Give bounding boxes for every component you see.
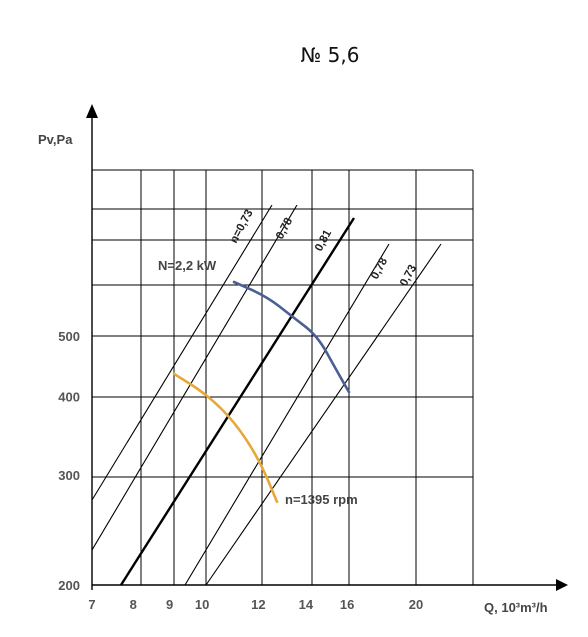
efficiency-line xyxy=(92,205,273,501)
efficiency-line xyxy=(205,243,442,586)
x-tick-label: 16 xyxy=(340,597,354,612)
speed-curve xyxy=(172,372,279,504)
y-tick-label: 500 xyxy=(58,329,80,344)
efficiency-label: 0,78 xyxy=(369,255,390,281)
x-tick-label: 20 xyxy=(409,597,423,612)
power-label: N=2,2 kW xyxy=(158,258,217,273)
x-tick-label: 9 xyxy=(166,597,173,612)
y-axis-label: Pv,Pa xyxy=(38,132,73,147)
x-tick-label: 8 xyxy=(130,597,137,612)
efficiency-label: 0,78 xyxy=(274,215,295,241)
efficiency-line xyxy=(92,205,298,551)
y-tick-label: 300 xyxy=(58,468,80,483)
power-curve xyxy=(232,280,351,394)
y-tick-label: 400 xyxy=(58,390,80,405)
x-axis-label: Q, 10³m³/h xyxy=(484,600,548,615)
x-tick-label: 12 xyxy=(251,597,265,612)
x-tick-label: 10 xyxy=(195,597,209,612)
curves xyxy=(172,280,351,504)
x-tick-label: 7 xyxy=(88,597,95,612)
speed-label: n=1395 rpm xyxy=(285,492,358,507)
efficiency-lines: n=0,73 0,78 0,810,78 0,73 xyxy=(92,205,442,586)
efficiency-line xyxy=(119,217,356,586)
axes xyxy=(86,104,568,591)
y-axis-arrow xyxy=(86,104,98,118)
efficiency-line xyxy=(184,243,390,586)
tick-labels: 7 8 9 10 12 14 16 20 200 300 400 500 xyxy=(58,329,423,612)
x-axis-arrow xyxy=(556,579,568,591)
y-tick-label: 200 xyxy=(58,578,80,593)
x-tick-label: 14 xyxy=(299,597,314,612)
chart-title: № 5,6 xyxy=(301,43,360,67)
